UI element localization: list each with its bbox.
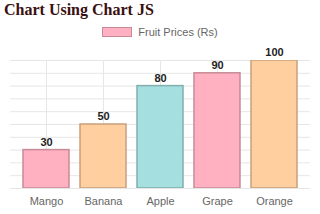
svg-text:100: 100 — [265, 46, 283, 58]
html-text:Chart Using Chart JS: Chart Using Chart JS — [4, 1, 154, 18]
svg-text:50: 50 — [97, 110, 109, 122]
svg-text:Grape: Grape — [202, 195, 233, 207]
svg-text:Orange: Orange — [256, 195, 293, 207]
svg-text:Apple: Apple — [146, 195, 174, 207]
svg-text:30: 30 — [40, 136, 52, 148]
svg-text:90: 90 — [211, 59, 223, 71]
html-text:Fruit Prices (Rs): Fruit Prices (Rs) — [138, 26, 218, 38]
svg-text:80: 80 — [154, 72, 166, 84]
svg-text:Mango: Mango — [30, 195, 64, 207]
svg-text:Banana: Banana — [85, 195, 124, 207]
